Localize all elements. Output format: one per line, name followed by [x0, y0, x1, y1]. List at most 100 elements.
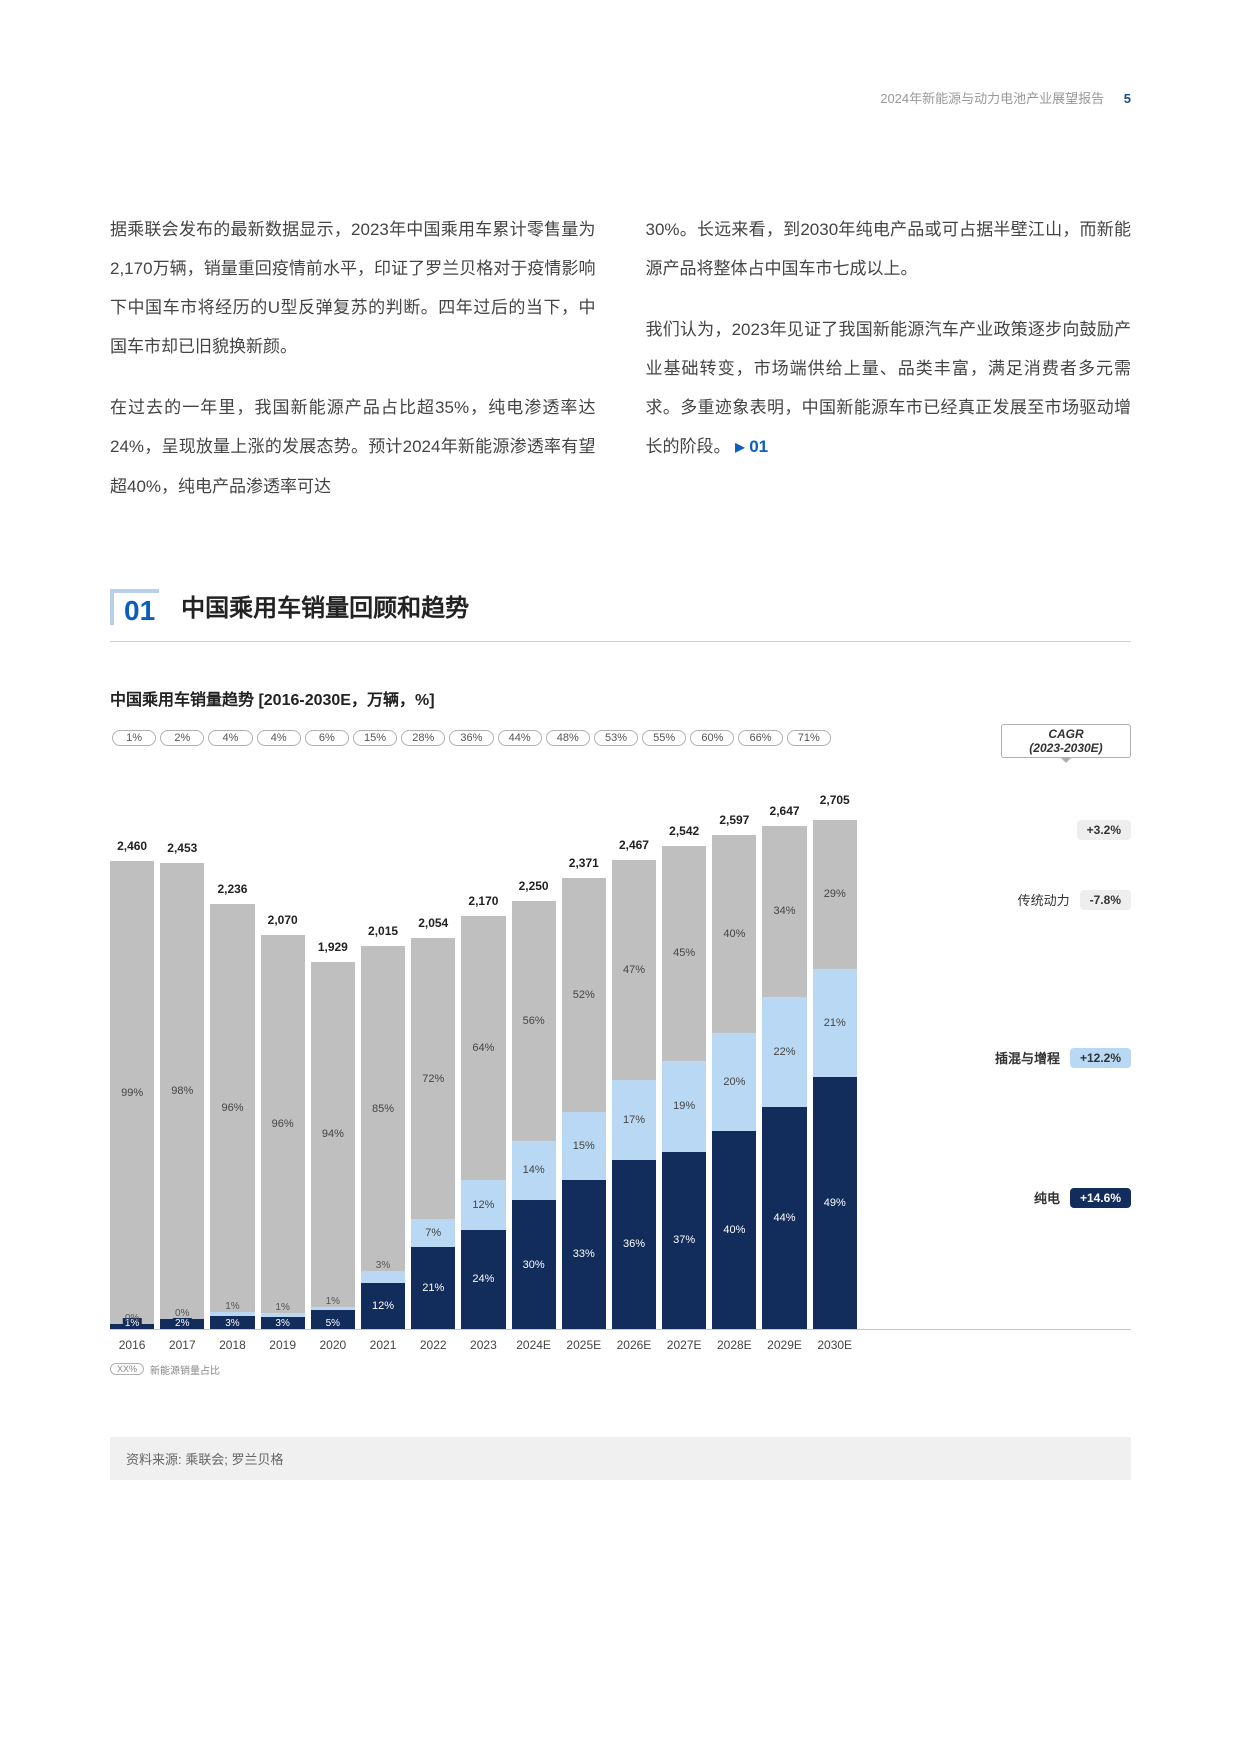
x-axis-label: 2030E [813, 1338, 857, 1352]
bar-total-label: 2,054 [411, 916, 455, 930]
pill-legend-note: XX% 新能源销量占比 [110, 1362, 1131, 1377]
segment-bev: 21% [411, 1247, 455, 1329]
nev-share-pills-row: 1%2%4%4%6%15%28%36%44%48%53%55%60%66%71% [112, 730, 1131, 746]
segment-bev: 24% [461, 1230, 505, 1329]
nev-share-pill: 4% [208, 730, 252, 746]
legend-bev: 纯电 +14.6% [1034, 1188, 1131, 1208]
bar-column: 2,37152%15%33% [562, 878, 606, 1328]
x-axis-label: 2019 [261, 1338, 305, 1352]
segment-traditional: 85% [361, 946, 405, 1271]
paragraph: 据乘联会发布的最新数据显示，2023年中国乘用车累计零售量为2,170万辆，销量… [110, 210, 596, 366]
nev-share-pill: 53% [594, 730, 638, 746]
x-axis-label: 2018 [210, 1338, 254, 1352]
bar-column: 2,07096%3%1% [261, 935, 305, 1328]
x-axis-label: 2017 [160, 1338, 204, 1352]
bar-total-label: 2,015 [361, 924, 405, 938]
nev-share-pill: 15% [353, 730, 397, 746]
bar-total-label: 2,460 [110, 839, 154, 853]
source-line: 资料来源: 乘联会; 罗兰贝格 [110, 1437, 1131, 1480]
segment-phev: 12% [461, 1180, 505, 1229]
nev-share-pill: 36% [449, 730, 493, 746]
bar-column: 1,92994%5%1% [311, 962, 355, 1329]
bar-total-label: 2,467 [612, 838, 656, 852]
segment-traditional: 98% [160, 863, 204, 1320]
bar-total-label: 2,647 [762, 804, 806, 818]
bar-total-label: 2,236 [210, 882, 254, 896]
paragraph: 30%。长远来看，到2030年纯电产品或可占据半壁江山，而新能源产品将整体占中国… [646, 210, 1132, 288]
bar-column: 2,59740%20%40% [712, 835, 756, 1328]
segment-phev: 19% [662, 1061, 706, 1152]
legend-phev: 插混与增程 +12.2% [995, 1048, 1131, 1068]
segment-traditional: 52% [562, 878, 606, 1112]
bar-column: 2,64734%22%44% [762, 826, 806, 1329]
segment-phev: 20% [712, 1033, 756, 1132]
chart-subtitle: 中国乘用车销量趋势 [2016-2030E，万辆，%] [110, 686, 1131, 710]
bar-total-label: 2,705 [813, 793, 857, 807]
x-axis-label: 2026E [612, 1338, 656, 1352]
section-number: 01 [110, 589, 159, 625]
bar-column: 2,46099%1%0% [110, 861, 154, 1328]
segment-bev: 36% [612, 1160, 656, 1329]
segment-phev: 14% [512, 1141, 556, 1201]
bar-total-label: 2,170 [461, 894, 505, 908]
segment-traditional: 45% [662, 846, 706, 1061]
bar-column: 2,45398%2%0% [160, 863, 204, 1329]
bar-total-label: 2,542 [662, 824, 706, 838]
nev-share-pill: 1% [112, 730, 156, 746]
x-axis-labels: 2016 2017 2018 2019 2020 2021 2022 2023 2024E 202… [110, 1338, 1131, 1352]
segment-bev: 30% [512, 1200, 556, 1328]
legend-trad: 传统动力 -7.8% [1018, 890, 1131, 910]
segment-traditional: 99% [110, 861, 154, 1324]
segment-phev: 21% [813, 969, 857, 1077]
bar-total-label: 1,929 [311, 940, 355, 954]
bar-total-label: 2,070 [261, 913, 305, 927]
body-col-right: 30%。长远来看，到2030年纯电产品或可占据半壁江山，而新能源产品将整体占中国… [646, 210, 1132, 528]
x-axis-label: 2022 [411, 1338, 455, 1352]
cagr-header-box: CAGR (2023-2030E) [1001, 724, 1131, 759]
segment-traditional: 29% [813, 820, 857, 969]
segment-phev: 17% [612, 1080, 656, 1160]
bar-total-label: 2,597 [712, 813, 756, 827]
segment-phev [361, 1271, 405, 1282]
bar-column: 2,17064%12%24% [461, 916, 505, 1328]
nev-share-pill: 28% [401, 730, 445, 746]
segment-bev: 37% [662, 1152, 706, 1329]
segment-traditional: 64% [461, 916, 505, 1180]
x-axis-label: 2020 [311, 1338, 355, 1352]
nev-share-pill: 55% [642, 730, 686, 746]
segment-traditional: 56% [512, 901, 556, 1140]
page-number: 5 [1124, 91, 1131, 106]
paragraph: 在过去的一年里，我国新能源产品占比超35%，纯电渗透率达24%，呈现放量上涨的发… [110, 388, 596, 505]
x-axis-label: 2023 [461, 1338, 505, 1352]
x-axis-label: 2029E [762, 1338, 806, 1352]
nev-share-pill: 66% [738, 730, 782, 746]
bar-column: 2,54245%19%37% [662, 846, 706, 1329]
bar-column: 2,05472%7%21% [411, 938, 455, 1328]
body-text: 据乘联会发布的最新数据显示，2023年中国乘用车累计零售量为2,170万辆，销量… [110, 210, 1131, 528]
segment-traditional: 94% [311, 962, 355, 1307]
section-title: 中国乘用车销量回顾和趋势 [181, 588, 469, 625]
section-heading: 01 中国乘用车销量回顾和趋势 [110, 588, 1131, 642]
figure-reference: ▶ 01 [735, 437, 768, 456]
x-axis-label: 2016 [110, 1338, 154, 1352]
nev-share-pill: 71% [787, 730, 831, 746]
x-axis-label: 2024E [512, 1338, 556, 1352]
x-axis-label: 2025E [562, 1338, 606, 1352]
bar-column: 2,25056%14%30% [512, 901, 556, 1329]
page-header-line: 2024年新能源与动力电池产业展望报告 5 [880, 88, 1131, 107]
segment-traditional: 72% [411, 938, 455, 1219]
segment-phev: 7% [411, 1219, 455, 1246]
paragraph: 我们认为，2023年见证了我国新能源汽车产业政策逐步向鼓励产业基础转变，市场端供… [646, 310, 1132, 466]
body-col-left: 据乘联会发布的最新数据显示，2023年中国乘用车累计零售量为2,170万辆，销量… [110, 210, 596, 528]
x-axis-label: 2021 [361, 1338, 405, 1352]
segment-phev: 15% [562, 1112, 606, 1180]
x-axis-label: 2027E [662, 1338, 706, 1352]
segment-traditional: 47% [612, 860, 656, 1080]
segment-traditional: 40% [712, 835, 756, 1032]
nev-share-pill: 4% [257, 730, 301, 746]
nev-share-pill: 60% [690, 730, 734, 746]
doc-title: 2024年新能源与动力电池产业展望报告 [880, 91, 1104, 106]
nev-share-pill: 2% [160, 730, 204, 746]
segment-traditional: 96% [261, 935, 305, 1313]
bar-column: 2,01585%12%3% [361, 946, 405, 1329]
